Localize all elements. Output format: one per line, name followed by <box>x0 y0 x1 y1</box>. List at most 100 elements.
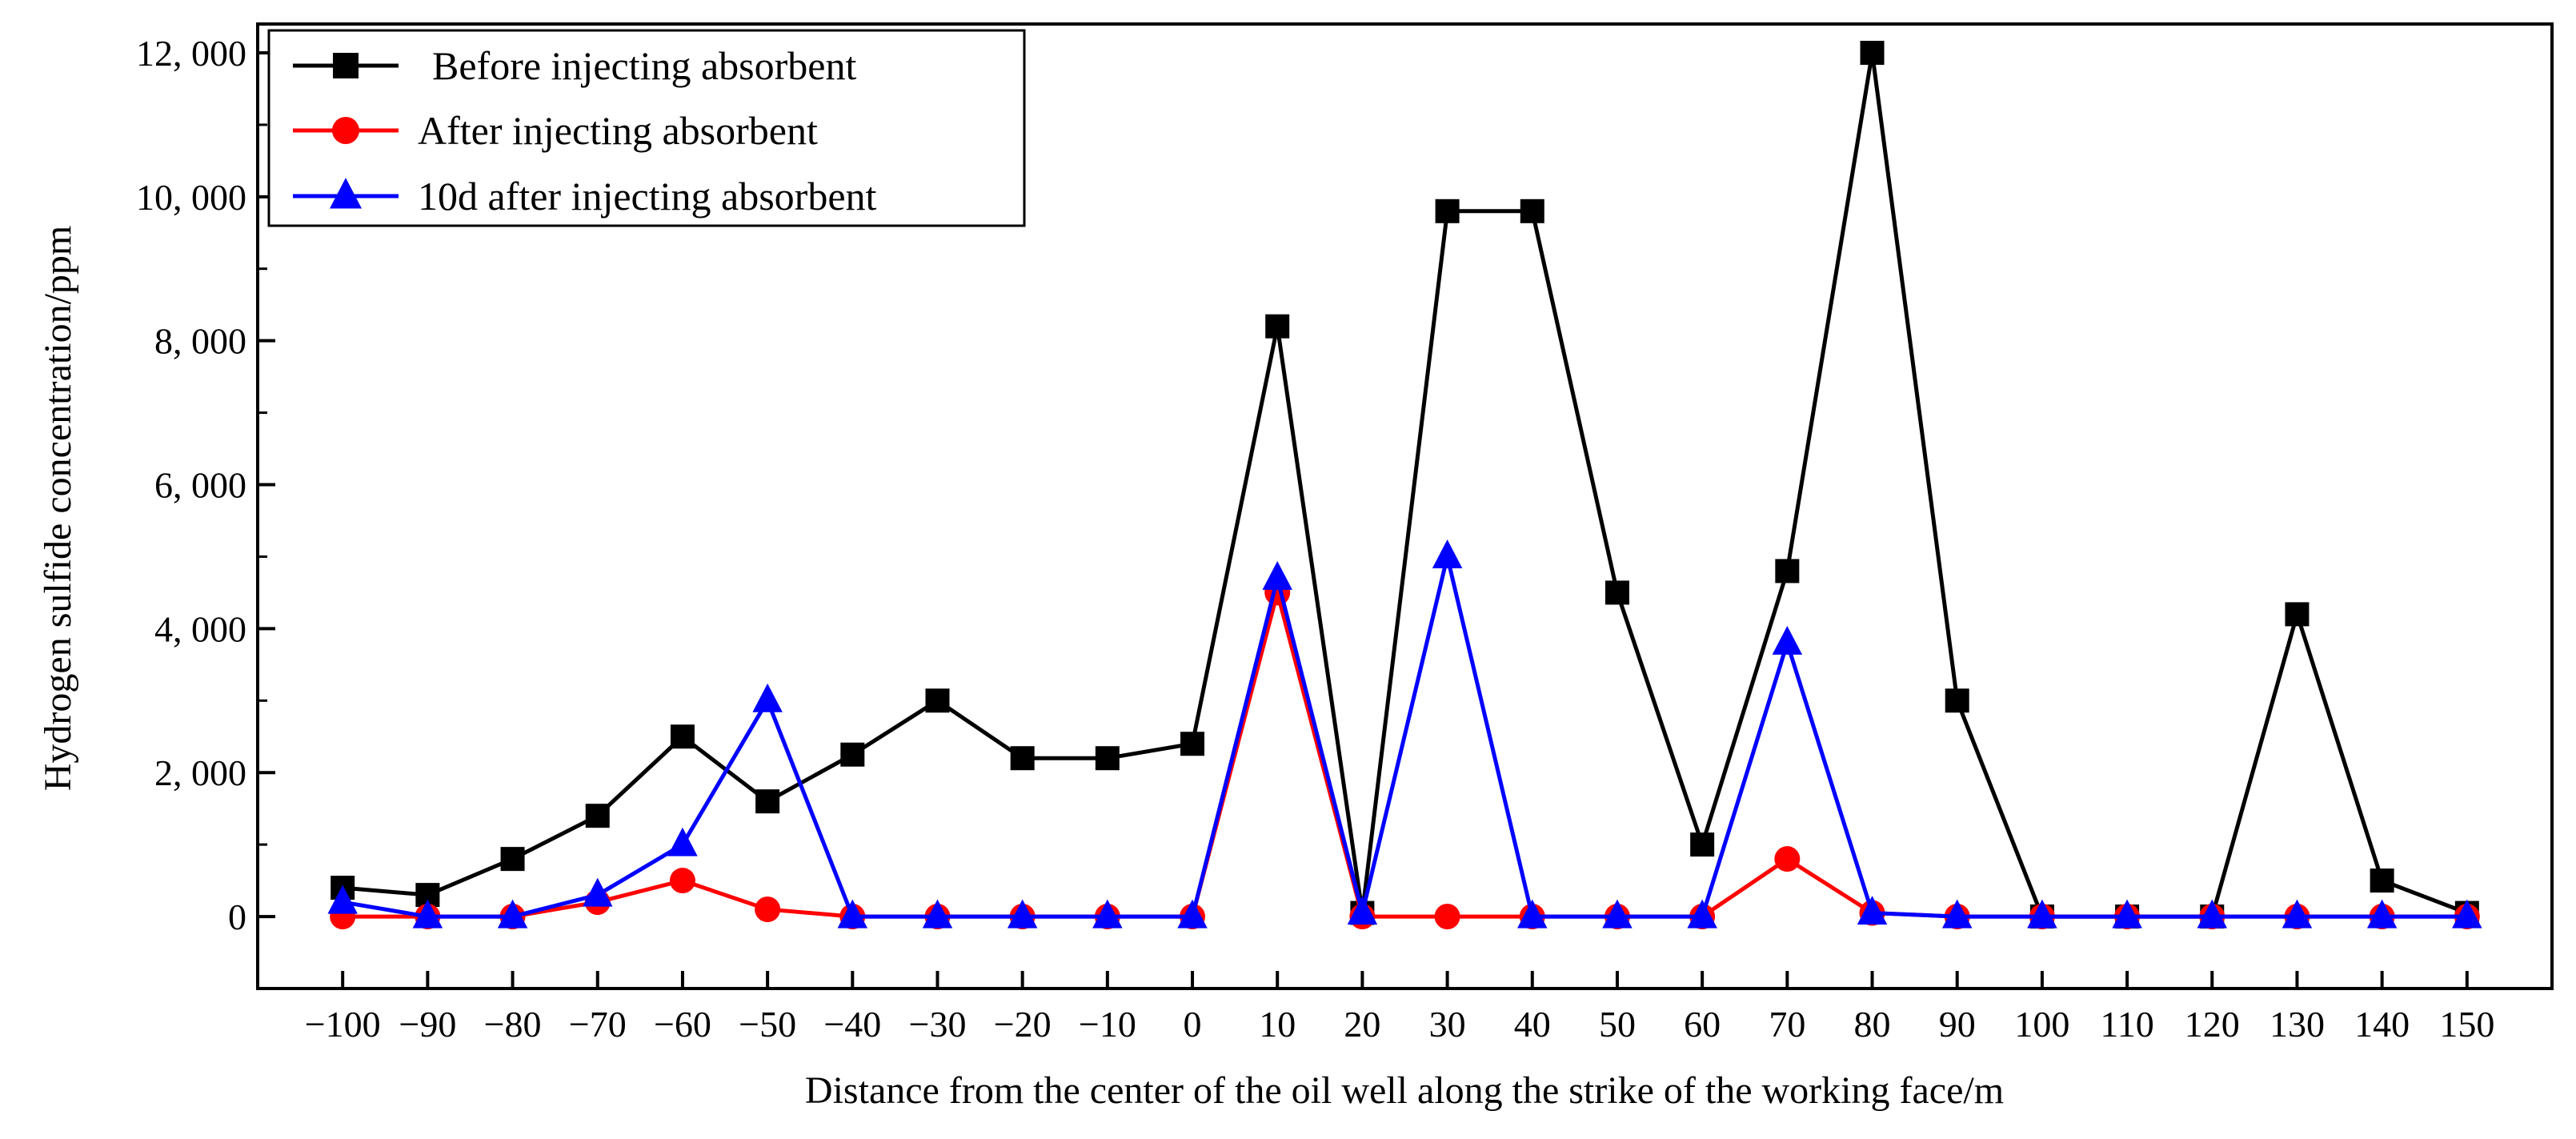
series-2 <box>330 580 2480 930</box>
legend-label: After injecting absorbent <box>418 108 818 153</box>
data-point <box>500 847 525 872</box>
y-axis: 0 2, 000 4, 000 6, 000 8, 000 10, 000 12, 000 <box>136 33 275 937</box>
data-point <box>837 899 868 928</box>
data-point <box>1772 625 1803 655</box>
x-tick-label: −90 <box>399 1004 456 1045</box>
data-point <box>925 688 950 713</box>
y-tick-label: 10, 000 <box>136 177 246 218</box>
x-tick-label: 50 <box>1599 1004 1636 1045</box>
data-point <box>755 789 780 814</box>
data-point <box>412 899 443 928</box>
y-axis-title: Hydrogen sulfide concentration/ppm <box>37 226 79 791</box>
data-point <box>1604 580 1629 605</box>
data-point <box>1774 846 1801 872</box>
y-tick-label: 0 <box>228 896 246 937</box>
data-point <box>327 884 358 914</box>
x-tick-label: 30 <box>1429 1004 1466 1045</box>
y-tick-label: 4, 000 <box>154 608 246 649</box>
x-tick-label: −40 <box>823 1004 881 1045</box>
y-tick-label: 2, 000 <box>154 752 246 793</box>
x-tick-label: 60 <box>1684 1004 1721 1045</box>
x-tick-label: 110 <box>2100 1004 2153 1045</box>
data-point <box>1941 899 1973 928</box>
data-point <box>669 868 695 894</box>
data-point <box>2027 899 2057 928</box>
x-tick-label: −10 <box>1079 1004 1136 1045</box>
data-point <box>585 804 610 828</box>
legend-items: Before injecting absorbent After injectin… <box>293 43 877 219</box>
x-tick-label: 0 <box>1184 1004 1202 1045</box>
data-point <box>1432 539 1463 568</box>
legend-marker <box>330 178 362 209</box>
x-tick-label: −100 <box>305 1004 381 1045</box>
x-tick-label: −80 <box>484 1004 542 1045</box>
y-tick-label: 12, 000 <box>136 33 246 74</box>
series-line <box>342 555 2467 919</box>
data-point <box>1434 904 1460 930</box>
x-tick-label: 150 <box>2439 1004 2494 1045</box>
legend-marker <box>333 53 359 78</box>
y-tick-label: 8, 000 <box>154 321 246 362</box>
data-point <box>2370 868 2394 893</box>
data-point <box>1265 314 1290 339</box>
data-point <box>2366 899 2398 928</box>
data-point <box>1347 896 1378 925</box>
legend-label: Before injecting absorbent <box>432 43 856 88</box>
data-point <box>2197 899 2228 928</box>
legend: Before injecting absorbent After injectin… <box>267 29 1026 227</box>
data-point <box>1857 896 1888 925</box>
data-point <box>1520 199 1544 223</box>
data-point <box>1860 40 1885 65</box>
data-point <box>670 724 695 749</box>
x-tick-label: −30 <box>909 1004 967 1045</box>
x-tick-label: −20 <box>994 1004 1052 1045</box>
data-point <box>1687 899 1717 928</box>
data-point <box>2282 899 2313 928</box>
x-axis-title: Distance from the center of the oil well… <box>805 1069 2004 1112</box>
data-point <box>1775 559 1800 584</box>
data-point <box>1945 688 1969 713</box>
legend-box <box>267 29 1026 227</box>
data-point <box>1435 199 1460 223</box>
x-tick-label: 20 <box>1344 1004 1380 1045</box>
x-tick-label: 80 <box>1854 1004 1891 1045</box>
data-point <box>1092 899 1123 928</box>
data-point <box>582 877 613 907</box>
data-point <box>840 742 865 767</box>
data-point <box>1177 899 1208 928</box>
data-point <box>1007 899 1038 928</box>
data-point <box>667 827 698 856</box>
x-tick-label: 100 <box>2014 1004 2069 1045</box>
data-point <box>1690 832 1715 857</box>
data-point <box>2452 899 2482 928</box>
series-layer <box>327 40 2482 930</box>
legend-marker <box>332 117 359 144</box>
data-point <box>1517 899 1548 928</box>
data-point <box>2285 602 2310 627</box>
plot-frame <box>256 22 2554 990</box>
x-tick-label: 40 <box>1514 1004 1551 1045</box>
data-point <box>1180 732 1205 756</box>
x-tick-label: 130 <box>2270 1004 2325 1045</box>
legend-label: 10d after injecting absorbent <box>418 174 877 219</box>
x-tick-label: 70 <box>1769 1004 1805 1045</box>
data-point <box>497 899 528 928</box>
x-tick-label: 10 <box>1259 1004 1296 1045</box>
series-3 <box>327 539 2482 928</box>
data-point <box>1262 561 1292 590</box>
data-point <box>1602 899 1633 928</box>
x-tick-label: 90 <box>1939 1004 1976 1045</box>
x-axis: −100 −90 −80 −70 −60 −50 −40 −30 −20 −10 0 10 20 30 40… <box>305 971 2494 1045</box>
x-tick-label: −60 <box>654 1004 711 1045</box>
data-point <box>752 683 783 712</box>
data-point <box>1010 746 1035 771</box>
data-point <box>2112 899 2142 928</box>
data-point <box>755 896 781 923</box>
x-tick-label: −50 <box>739 1004 796 1045</box>
x-tick-label: 140 <box>2354 1004 2410 1045</box>
data-point <box>922 899 953 928</box>
y-tick-label: 6, 000 <box>154 465 246 506</box>
x-tick-label: 120 <box>2185 1004 2240 1045</box>
x-tick-label: −70 <box>569 1004 627 1045</box>
